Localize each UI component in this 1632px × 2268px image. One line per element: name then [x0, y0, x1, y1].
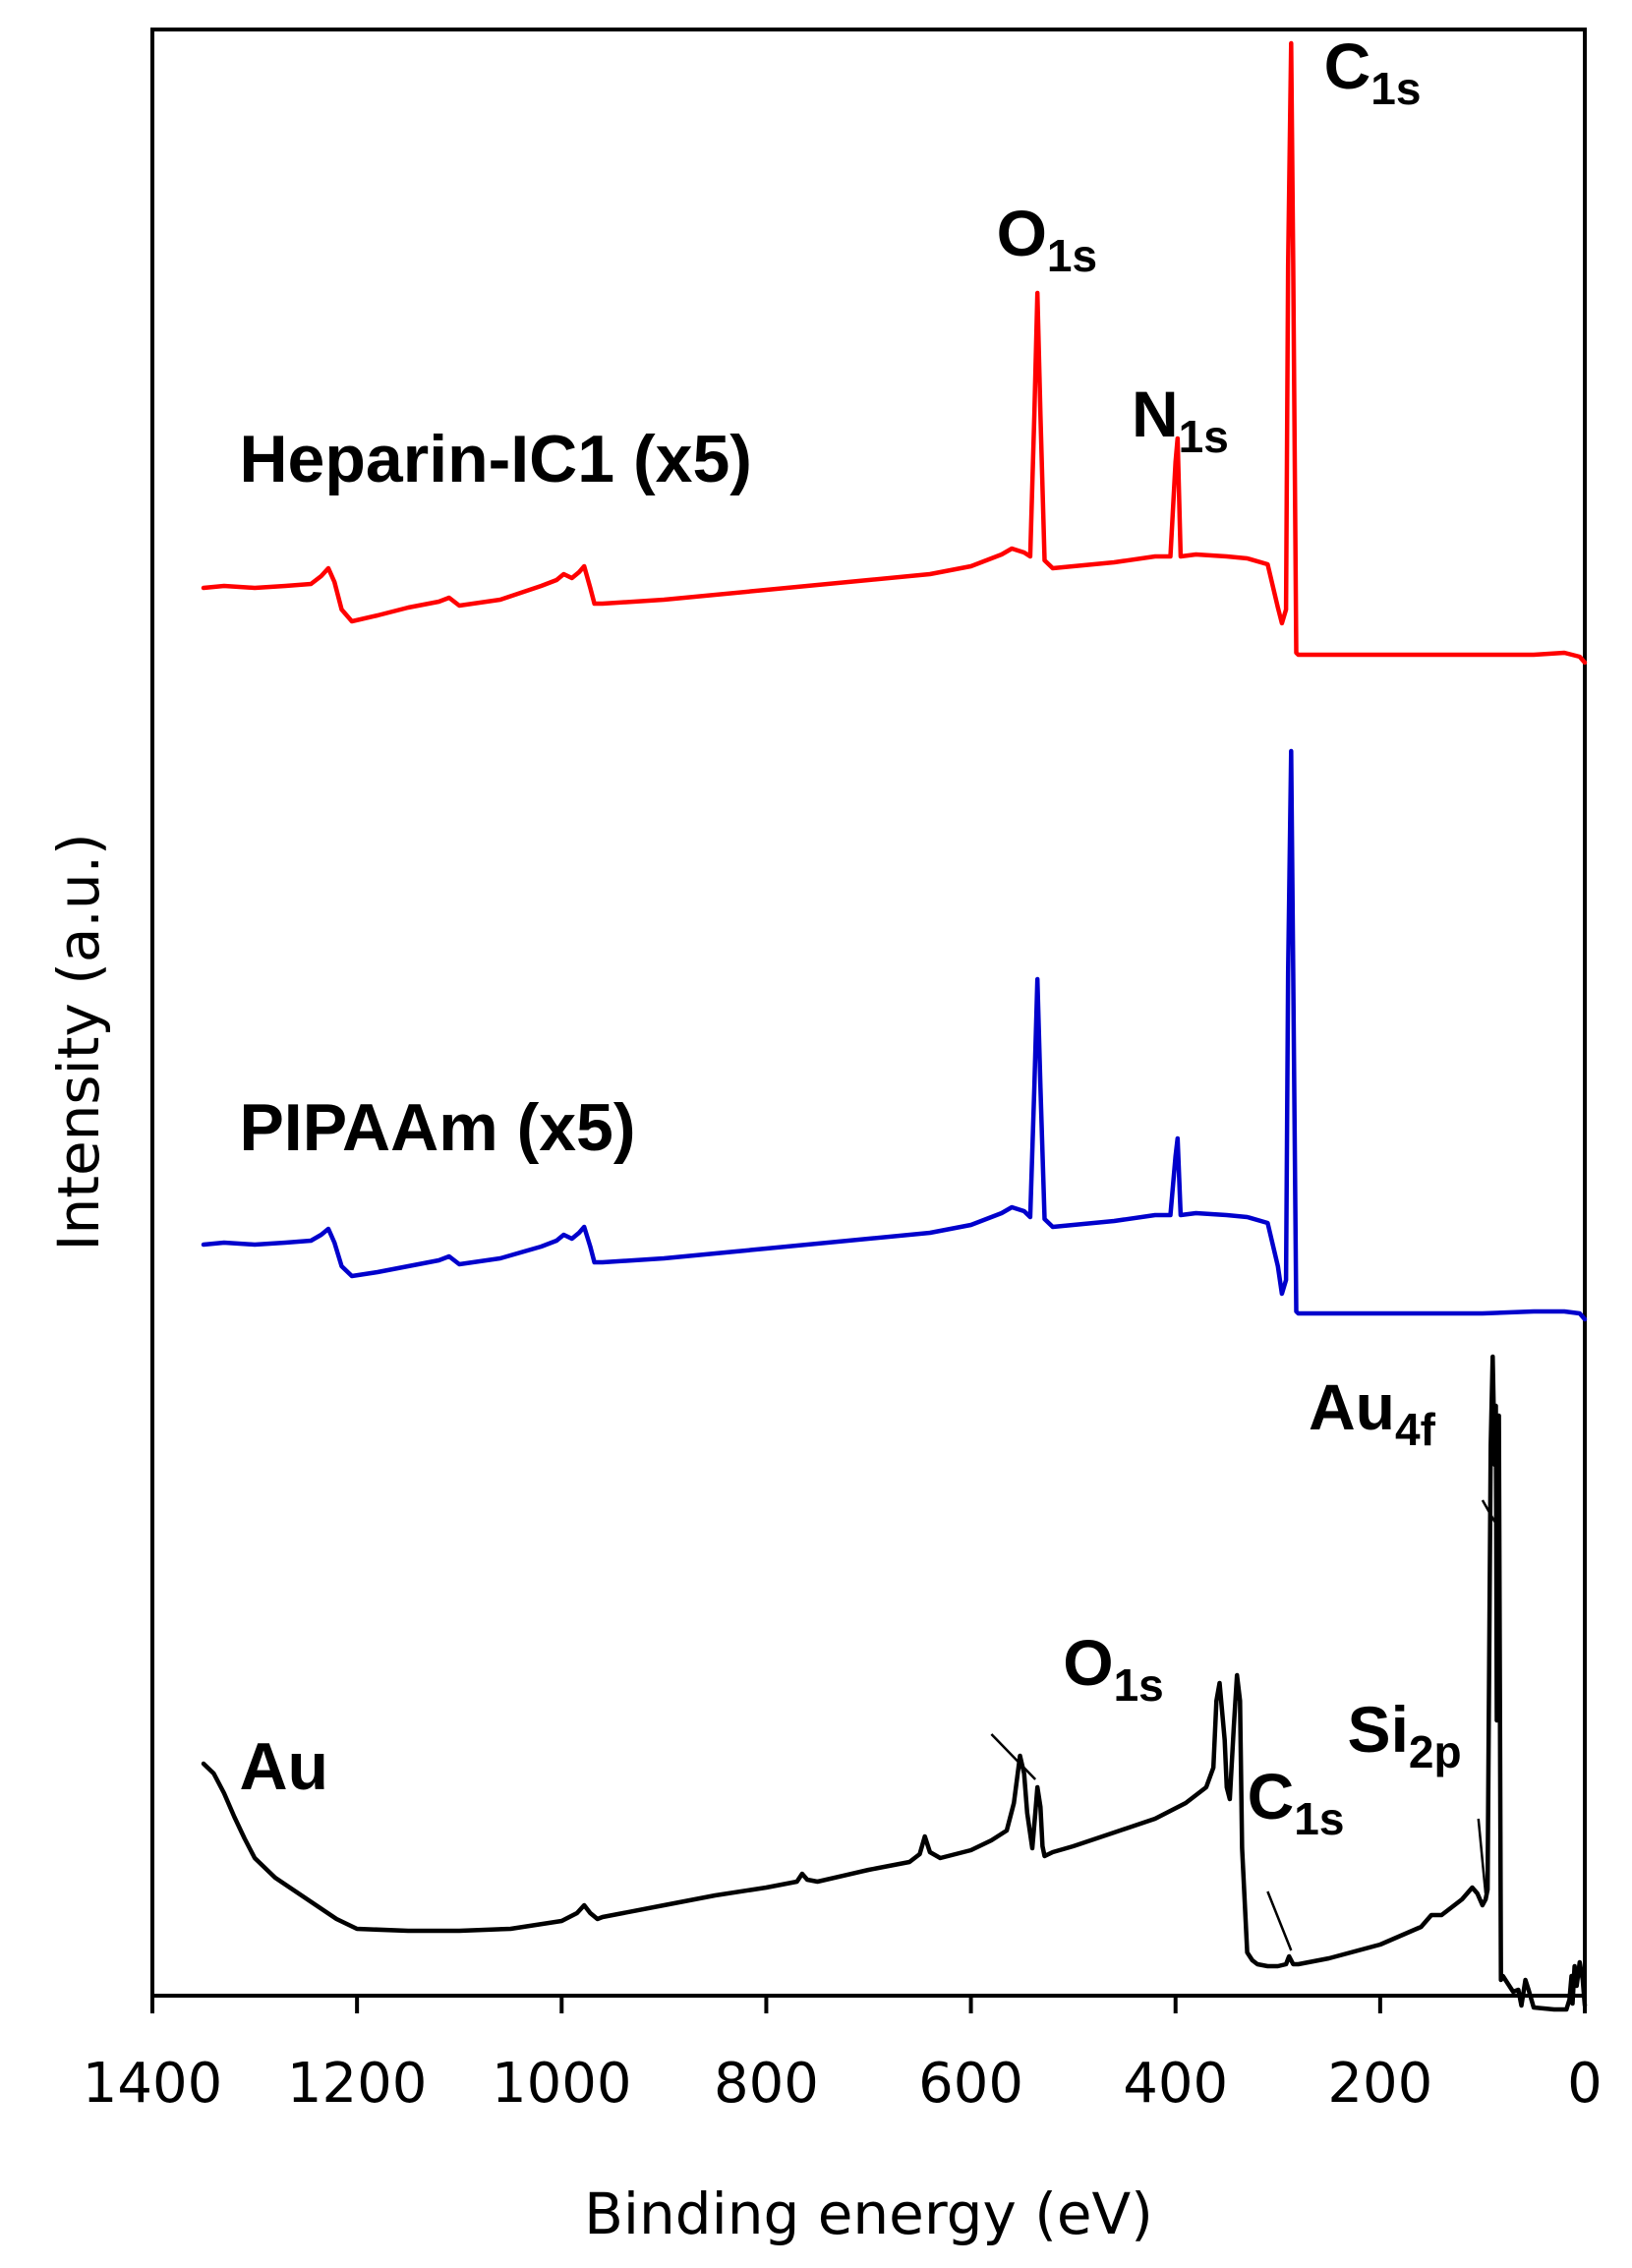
- series-label-1: Heparin-IC1 (x5): [239, 422, 751, 496]
- series-line-2: [201, 748, 1588, 1322]
- x-tick-label: 200: [1327, 2052, 1432, 2116]
- y-axis-title: Intensity (a.u.): [45, 833, 112, 1250]
- peak-label-orbital: 1s: [1114, 1659, 1164, 1711]
- peak-label-element: Si: [1348, 1693, 1409, 1766]
- x-tick-label: 600: [918, 2052, 1023, 2116]
- peak-label-2: O1s: [997, 197, 1098, 281]
- peak-label-orbital: 2p: [1409, 1726, 1462, 1777]
- peak-leader-line: [1266, 1890, 1293, 1951]
- peak-label-orbital: 1s: [1047, 230, 1097, 281]
- peak-leader-line: [1477, 1818, 1487, 1894]
- peak-label-element: Au: [1309, 1370, 1395, 1443]
- peak-label-element: O: [1063, 1626, 1113, 1699]
- peak-label-1: C1s: [1324, 29, 1422, 114]
- peak-label-element: C: [1248, 1760, 1295, 1832]
- peak-label-7: C1s: [1248, 1760, 1345, 1844]
- label-layer: Heparin-IC1 (x5)PIPAAm (x5)AuC1sO1sN1sAu…: [239, 29, 1496, 1951]
- x-axis-title: Binding energy (eV): [584, 2181, 1153, 2247]
- peak-label-orbital: 4f: [1395, 1404, 1436, 1455]
- peak-label-3: N1s: [1132, 378, 1229, 462]
- peak-leader-line: [1481, 1499, 1496, 1523]
- peak-label-element: O: [997, 197, 1047, 269]
- peak-label-4: Au4f: [1309, 1370, 1436, 1455]
- series-label-3: Au: [239, 1729, 328, 1804]
- peak-label-orbital: 1s: [1179, 411, 1229, 462]
- peak-label-orbital: 1s: [1294, 1793, 1344, 1844]
- series-line-1: [201, 40, 1588, 666]
- peak-label-5: O1s: [1063, 1626, 1164, 1711]
- peak-label-6: Si2p: [1348, 1693, 1462, 1777]
- x-tick-label: 400: [1123, 2052, 1228, 2116]
- peak-label-element: N: [1132, 378, 1179, 450]
- peak-label-element: C: [1324, 29, 1371, 102]
- x-tick-label: 1000: [492, 2052, 632, 2116]
- x-tick-label: 1400: [83, 2052, 223, 2116]
- series-layer: [201, 40, 1588, 2012]
- series-line-3: [201, 1354, 1588, 2012]
- plot-frame: [150, 28, 1587, 1998]
- x-axis: 1400 1200 1000 800 600 400 200 0: [83, 1996, 1603, 2116]
- x-tick-label: 0: [1567, 2052, 1603, 2116]
- x-tick-label: 800: [714, 2052, 819, 2116]
- x-tick-label: 1200: [287, 2052, 428, 2116]
- peak-leader-line: [990, 1733, 1037, 1780]
- series-label-2: PIPAAm (x5): [239, 1090, 635, 1165]
- peak-label-orbital: 1s: [1370, 63, 1421, 114]
